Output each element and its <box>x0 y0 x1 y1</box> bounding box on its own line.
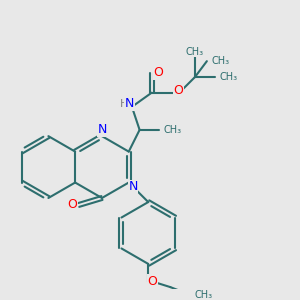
Text: CH₃: CH₃ <box>219 72 237 82</box>
Text: O: O <box>153 66 163 79</box>
Text: CH₃: CH₃ <box>195 290 213 300</box>
Text: N: N <box>125 97 134 110</box>
Text: N: N <box>97 123 106 136</box>
Text: CH₃: CH₃ <box>211 56 230 66</box>
Text: O: O <box>148 275 158 288</box>
Text: H: H <box>120 98 128 109</box>
Text: CH₃: CH₃ <box>164 125 182 135</box>
Text: CH₃: CH₃ <box>186 47 204 57</box>
Text: O: O <box>67 199 77 212</box>
Text: O: O <box>173 84 183 97</box>
Text: N: N <box>128 180 138 194</box>
